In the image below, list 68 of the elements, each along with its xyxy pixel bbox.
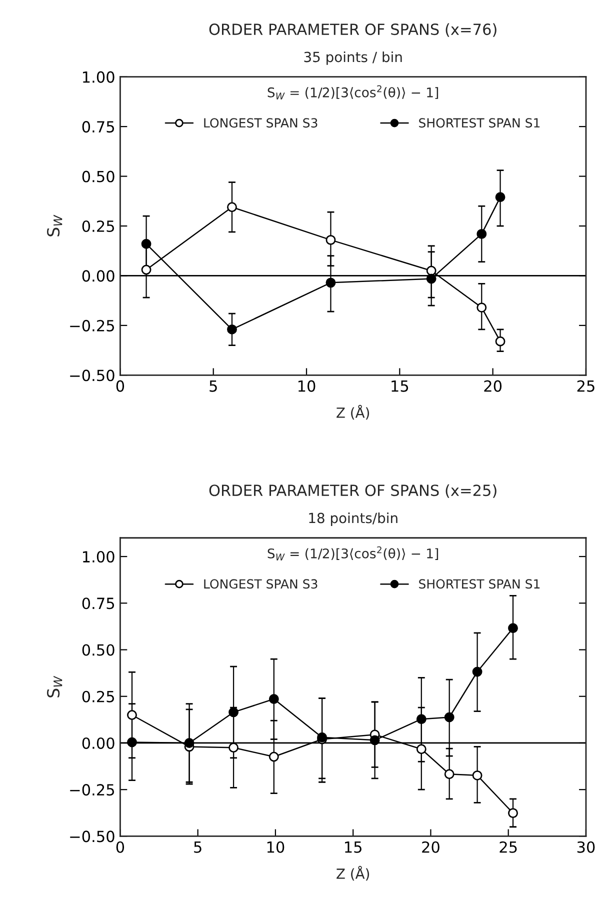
x-tick-label: 20 bbox=[422, 841, 440, 853]
point bbox=[370, 735, 380, 746]
x-tick-label: 25 bbox=[500, 841, 517, 853]
x-tick-label: 10 bbox=[298, 380, 316, 392]
y-tick-label: 0.25 bbox=[82, 690, 114, 702]
x-tick-label: 5 bbox=[194, 842, 202, 853]
point bbox=[127, 710, 137, 720]
annotation: S$_{W}$ = (1/2)[3⟨cos$^{2}$(θ)⟩ − 1] bbox=[268, 546, 438, 560]
legend-label: SHORTEST SPAN S1 bbox=[419, 118, 540, 128]
point bbox=[472, 666, 482, 677]
y-tick-label: 1.00 bbox=[83, 550, 114, 563]
point bbox=[227, 202, 237, 212]
x-tick-label: 25 bbox=[577, 380, 594, 392]
point bbox=[228, 707, 239, 718]
x-tick-label: 0 bbox=[116, 841, 124, 853]
x-tick-label: 0 bbox=[116, 380, 124, 392]
x-tick-label: 5 bbox=[210, 380, 217, 392]
point bbox=[495, 192, 506, 202]
x-tick-label: 20 bbox=[484, 380, 502, 392]
point bbox=[227, 324, 237, 334]
point bbox=[228, 742, 239, 753]
point bbox=[444, 769, 454, 780]
point bbox=[268, 694, 279, 704]
point bbox=[416, 714, 426, 724]
point bbox=[476, 302, 487, 313]
y-tick-label: 0.00 bbox=[82, 737, 114, 749]
point bbox=[141, 264, 152, 275]
y-axis-title: S$_{W}$ bbox=[47, 214, 62, 236]
y-tick-label: −0.25 bbox=[70, 320, 114, 332]
x-tick-label: 15 bbox=[345, 842, 362, 853]
point bbox=[326, 234, 336, 245]
x-axis-title: Z (Å) bbox=[336, 866, 370, 881]
point bbox=[326, 278, 336, 288]
point bbox=[141, 238, 152, 249]
y-axis-title: S$_{W}$ bbox=[47, 676, 62, 698]
legend-label: LONGEST SPAN S3 bbox=[204, 118, 318, 128]
point bbox=[476, 228, 487, 239]
legend-label: SHORTEST SPAN S1 bbox=[419, 579, 540, 589]
x-tick-label: 10 bbox=[267, 841, 284, 853]
point bbox=[416, 744, 426, 754]
point bbox=[127, 737, 137, 748]
point bbox=[472, 770, 482, 780]
y-tick-label: 0.75 bbox=[82, 121, 114, 133]
y-tick-label: −0.50 bbox=[70, 370, 114, 382]
point bbox=[508, 623, 518, 634]
y-tick-label: 0.50 bbox=[82, 170, 114, 182]
y-tick-label: 0.75 bbox=[82, 598, 114, 610]
y-tick-label: 1.00 bbox=[83, 71, 114, 83]
chart-title: ORDER PARAMETER OF SPANS (x=76) bbox=[209, 23, 496, 37]
point bbox=[508, 808, 518, 818]
y-tick-label: −0.25 bbox=[70, 784, 114, 796]
chart-title: ORDER PARAMETER OF SPANS (x=25) bbox=[209, 484, 496, 498]
point bbox=[444, 712, 454, 722]
chart-subtitle: 18 points/bin bbox=[309, 512, 398, 526]
y-tick-label: −0.50 bbox=[70, 830, 114, 842]
x-tick-label: 15 bbox=[392, 380, 408, 392]
chart-subtitle: 35 points / bin bbox=[304, 51, 402, 65]
y-tick-label: 0.00 bbox=[82, 270, 114, 282]
y-tick-label: 0.25 bbox=[82, 220, 114, 232]
legend-label: LONGEST SPAN S3 bbox=[204, 579, 318, 589]
point bbox=[495, 336, 506, 346]
x-axis-title: Z (Å) bbox=[336, 404, 370, 420]
point bbox=[426, 274, 436, 284]
x-tick-label: 30 bbox=[577, 841, 595, 853]
y-tick-label: 0.50 bbox=[82, 644, 114, 656]
annotation: S$_{W}$ = (1/2)[3⟨cos$^{2}$(θ)⟩ − 1] bbox=[268, 85, 438, 100]
point bbox=[184, 738, 194, 748]
point bbox=[268, 752, 279, 762]
